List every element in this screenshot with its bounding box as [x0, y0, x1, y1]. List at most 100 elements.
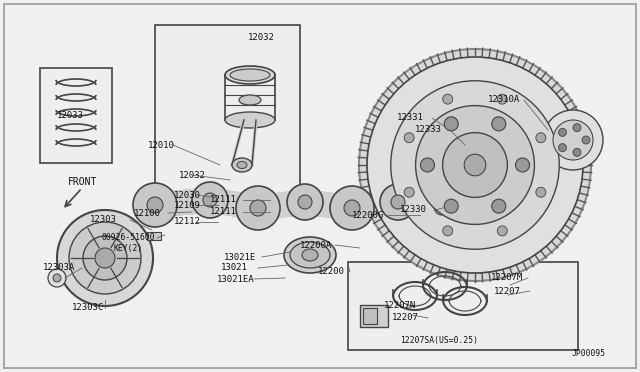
Text: 12033: 12033 — [57, 110, 84, 119]
Text: 00926-51600: 00926-51600 — [102, 234, 156, 243]
Text: KEY(2): KEY(2) — [113, 244, 142, 253]
Ellipse shape — [230, 69, 270, 81]
Circle shape — [404, 187, 414, 197]
Circle shape — [536, 133, 546, 143]
Circle shape — [344, 200, 360, 216]
Ellipse shape — [302, 249, 318, 261]
Circle shape — [298, 195, 312, 209]
Text: 12207: 12207 — [494, 286, 521, 295]
Text: 12200A: 12200A — [300, 241, 332, 250]
Text: 12200: 12200 — [318, 267, 345, 276]
Text: 12330: 12330 — [400, 205, 427, 215]
Text: 12207N: 12207N — [384, 301, 416, 310]
Circle shape — [443, 132, 508, 198]
Circle shape — [380, 184, 416, 220]
Ellipse shape — [290, 242, 330, 268]
Circle shape — [420, 158, 435, 172]
Circle shape — [367, 57, 583, 273]
Text: 12333: 12333 — [415, 125, 442, 135]
Circle shape — [516, 158, 529, 172]
Circle shape — [443, 226, 452, 236]
Circle shape — [492, 199, 506, 213]
Text: 12032: 12032 — [248, 33, 275, 42]
Circle shape — [415, 106, 534, 224]
Bar — [147, 232, 161, 240]
Polygon shape — [258, 190, 305, 220]
Ellipse shape — [284, 237, 336, 273]
Text: 12303A: 12303A — [43, 263, 76, 273]
Text: 12111: 12111 — [210, 208, 237, 217]
Polygon shape — [305, 190, 352, 220]
Circle shape — [83, 236, 127, 280]
Text: 12303: 12303 — [90, 215, 117, 224]
Circle shape — [147, 197, 163, 213]
Polygon shape — [210, 188, 258, 220]
Circle shape — [582, 136, 590, 144]
Text: JP00095: JP00095 — [572, 349, 606, 357]
Bar — [40, 68, 112, 163]
Circle shape — [95, 248, 115, 268]
Text: 12010: 12010 — [148, 141, 175, 150]
Bar — [363, 308, 377, 324]
Ellipse shape — [225, 66, 275, 84]
Circle shape — [359, 49, 591, 281]
Text: 12109: 12109 — [174, 201, 201, 209]
Text: FRONT: FRONT — [68, 177, 97, 187]
Circle shape — [434, 199, 450, 215]
Circle shape — [553, 120, 593, 160]
Circle shape — [69, 222, 141, 294]
Text: 13021: 13021 — [221, 263, 248, 273]
Text: 12207SA(US=0.25): 12207SA(US=0.25) — [400, 336, 478, 344]
Circle shape — [559, 128, 566, 137]
Circle shape — [444, 199, 458, 213]
Circle shape — [536, 187, 546, 197]
Text: 12112: 12112 — [174, 218, 201, 227]
Polygon shape — [155, 188, 210, 217]
Text: 12100: 12100 — [134, 208, 161, 218]
Ellipse shape — [239, 95, 261, 105]
Text: 12331: 12331 — [397, 113, 424, 122]
Circle shape — [497, 94, 508, 104]
Text: 12032: 12032 — [179, 170, 206, 180]
Polygon shape — [352, 190, 398, 220]
Text: 12030: 12030 — [174, 190, 201, 199]
Circle shape — [573, 148, 581, 156]
Polygon shape — [398, 190, 442, 219]
Circle shape — [287, 184, 323, 220]
Circle shape — [543, 110, 603, 170]
Circle shape — [391, 195, 405, 209]
Circle shape — [464, 154, 486, 176]
Circle shape — [53, 274, 61, 282]
Circle shape — [57, 210, 153, 306]
Circle shape — [133, 183, 177, 227]
Circle shape — [250, 200, 266, 216]
Text: 12207M: 12207M — [491, 273, 524, 282]
Ellipse shape — [232, 158, 252, 172]
Circle shape — [420, 185, 464, 229]
Text: 12207: 12207 — [392, 314, 419, 323]
Circle shape — [559, 144, 566, 152]
Text: 13021EA: 13021EA — [217, 275, 255, 283]
Text: 12200G: 12200G — [352, 211, 384, 219]
Circle shape — [203, 193, 217, 207]
Text: 12111: 12111 — [210, 196, 237, 205]
Bar — [360, 305, 388, 327]
Circle shape — [573, 124, 581, 132]
Circle shape — [444, 117, 458, 131]
Circle shape — [236, 186, 280, 230]
Circle shape — [192, 182, 228, 218]
Circle shape — [404, 133, 414, 143]
Text: 13021E: 13021E — [224, 253, 256, 262]
Bar — [155, 25, 300, 200]
Circle shape — [497, 226, 508, 236]
Circle shape — [391, 81, 559, 249]
Circle shape — [492, 117, 506, 131]
Bar — [348, 262, 578, 350]
Circle shape — [330, 186, 374, 230]
Ellipse shape — [237, 161, 247, 169]
Text: 12310A: 12310A — [488, 96, 520, 105]
Circle shape — [443, 94, 452, 104]
Text: 12303C: 12303C — [72, 304, 104, 312]
Circle shape — [48, 269, 66, 287]
Ellipse shape — [225, 112, 275, 128]
